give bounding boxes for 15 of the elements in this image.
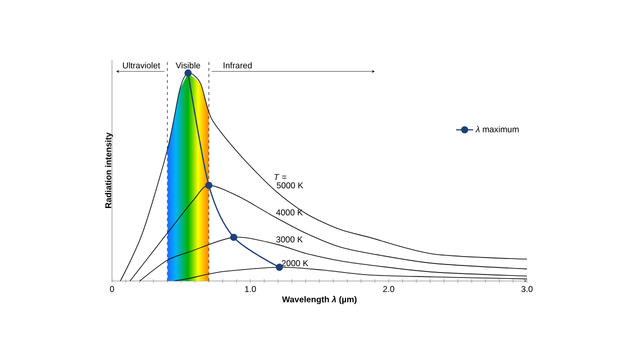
x-tick-label: 0 (110, 286, 114, 292)
series-label: 4000 K (276, 209, 303, 216)
y-axis-title: Radiation intensity (105, 132, 113, 208)
series-label: 2000 K (282, 260, 308, 266)
x-tick-label: 3.0 (521, 286, 533, 292)
ref-line-label: Infrared (224, 62, 252, 68)
x-axis-title: Wavelength λ (µm) (282, 296, 357, 304)
annotation: T = (274, 174, 286, 180)
series-label: 3000 K (276, 236, 303, 242)
legend-label: λ maximum (475, 126, 519, 132)
ref-line-label: Ultraviolet (123, 62, 160, 68)
x-tick-label: 2.0 (383, 286, 394, 292)
band-label: Visible (176, 62, 200, 68)
series-label: 5000 K (276, 182, 304, 188)
x-tick-label: 1.0 (245, 286, 256, 292)
